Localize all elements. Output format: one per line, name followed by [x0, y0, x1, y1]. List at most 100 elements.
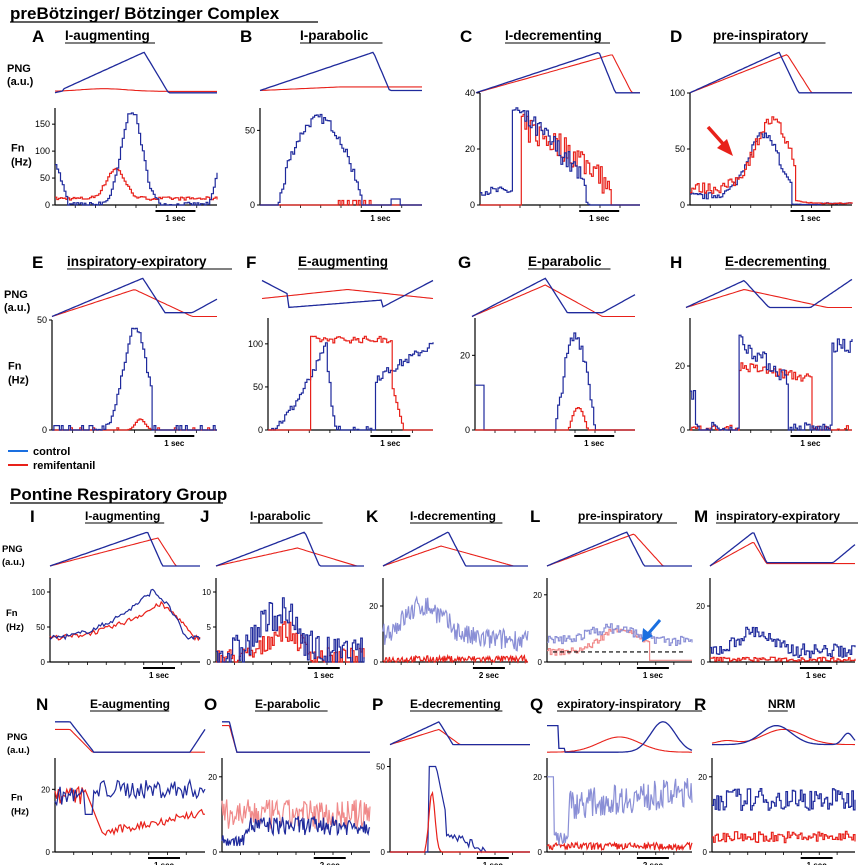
y-tick-label: 5	[207, 623, 212, 632]
fn-label: Fn	[11, 792, 23, 803]
y-tick-label: 100	[248, 339, 263, 349]
time-scalebar-label: 2 sec	[479, 671, 500, 680]
png-unit-label: (a.u.)	[7, 76, 34, 88]
y-tick-label: 0	[258, 425, 263, 435]
png-trace-control	[685, 278, 853, 309]
y-tick-label: 0	[680, 425, 685, 435]
png-trace-remifentanil	[382, 545, 528, 567]
time-scalebar-label: 1 sec	[584, 439, 605, 448]
section2-title: Pontine Respiratory Group	[10, 485, 227, 504]
fn-trace-control	[268, 342, 434, 431]
panel-letter: A	[32, 27, 44, 46]
png-label: PNG	[7, 732, 28, 743]
panel-h: H E-decrementing 0 20 1 sec	[670, 253, 853, 448]
png-label: PNG	[4, 289, 28, 301]
fn-trace-remifentanil	[690, 362, 852, 431]
y-tick-label: 0	[381, 848, 386, 857]
time-scalebar-label: 1 sec	[643, 671, 664, 680]
png-trace-control	[54, 51, 217, 94]
png-trace-control	[712, 724, 856, 746]
png-trace-remifentanil	[55, 88, 217, 92]
y-tick-label: 0	[701, 658, 706, 667]
y-tick-label: 20	[460, 350, 470, 360]
panel-letter: J	[200, 507, 209, 526]
panel-k: K I-decrementing 0 20 2 sec	[366, 507, 529, 680]
png-trace-remifentanil	[51, 289, 217, 318]
png-trace-control	[689, 51, 852, 94]
png-trace-remifentanil	[547, 736, 692, 753]
panel-letter: N	[36, 695, 48, 714]
fn-trace-control	[390, 765, 530, 854]
y-tick-label: 0	[465, 425, 470, 435]
panel-title: inspiratory-expiratory	[67, 254, 207, 269]
png-trace-control	[259, 51, 422, 92]
png-trace-control	[389, 721, 530, 746]
time-scalebar-label: 2 sec	[643, 861, 664, 865]
panel-j: J I-parabolic 0 5 10 1 sec	[200, 507, 365, 680]
y-tick-label: 100	[35, 146, 50, 156]
legend-remifentanil-label: remifentanil	[33, 460, 95, 472]
panel-letter: I	[30, 507, 35, 526]
panel-title: inspiratory-expiratory	[716, 509, 840, 523]
fn-trace-control	[712, 788, 856, 811]
png-trace-remifentanil	[389, 728, 530, 746]
panel-title: expiratory-inspiratory	[557, 697, 681, 711]
fn-label: Fn	[8, 361, 22, 373]
y-tick-label: 50	[675, 144, 685, 154]
time-scalebar-label: 1 sec	[149, 671, 170, 680]
fn-trace-control	[480, 107, 640, 206]
panel-letter: G	[458, 253, 471, 272]
panel-letter: Q	[530, 695, 543, 714]
panel-o: O E-parabolic 0 20 2 sec	[204, 695, 371, 865]
y-tick-label: 20	[369, 602, 378, 611]
fn-unit-label: (Hz)	[8, 375, 29, 387]
y-tick-label: 20	[41, 785, 50, 794]
panel-i: I I-augmenting PNG (a.u.) Fn (Hz) 0 50 100 1 sec	[2, 507, 201, 680]
y-tick-label: 50	[253, 382, 263, 392]
panel-title: E-decrementing	[725, 254, 827, 269]
time-scalebar-label: 1 sec	[314, 671, 335, 680]
time-scalebar-label: 1 sec	[806, 671, 827, 680]
legend: control remifentanil	[8, 446, 95, 472]
png-trace-remifentanil	[546, 533, 692, 567]
fn-trace-remifentanil	[52, 418, 217, 431]
y-tick-label: 100	[32, 588, 46, 597]
fn-trace-remifentanil	[260, 199, 422, 206]
y-tick-label: 20	[533, 591, 542, 600]
blue-arrow-annotation	[642, 619, 662, 642]
panel-letter: H	[670, 253, 682, 272]
y-tick-label: 0	[207, 658, 212, 667]
time-scalebar-label: 1 sec	[807, 861, 828, 865]
png-trace-control	[215, 531, 364, 567]
legend-control-label: control	[33, 446, 70, 458]
fn-trace-remifentanil	[546, 841, 693, 852]
fn-trace-control	[547, 776, 693, 846]
png-trace-control	[546, 531, 692, 567]
time-scalebar-label: 1 sec	[800, 214, 821, 223]
fn-trace-control	[260, 113, 422, 206]
png-trace-control	[475, 52, 640, 94]
time-scalebar-label: 1 sec	[165, 214, 186, 223]
y-tick-label: 0	[538, 658, 543, 667]
panel-title: I-augmenting	[65, 28, 150, 43]
png-label: PNG	[7, 63, 31, 75]
panel-letter: D	[670, 27, 682, 46]
y-tick-label: 0	[703, 848, 708, 857]
fn-trace-control	[221, 816, 371, 847]
panel-letter: O	[204, 695, 217, 714]
fn-trace-remifentanil	[221, 798, 371, 830]
panel-letter: C	[460, 27, 472, 46]
png-trace-control	[709, 532, 856, 567]
fn-trace-control	[49, 588, 201, 641]
fn-trace-control	[55, 112, 218, 206]
y-tick-label: 0	[41, 658, 46, 667]
panel-title: NRM	[768, 697, 795, 711]
png-trace-remifentanil	[49, 537, 200, 567]
y-tick-label: 150	[35, 119, 50, 129]
fn-trace-control	[54, 778, 206, 815]
panel-letter: M	[694, 507, 708, 526]
fn-trace-remifentanil	[54, 785, 206, 836]
fn-trace-control	[475, 332, 635, 431]
